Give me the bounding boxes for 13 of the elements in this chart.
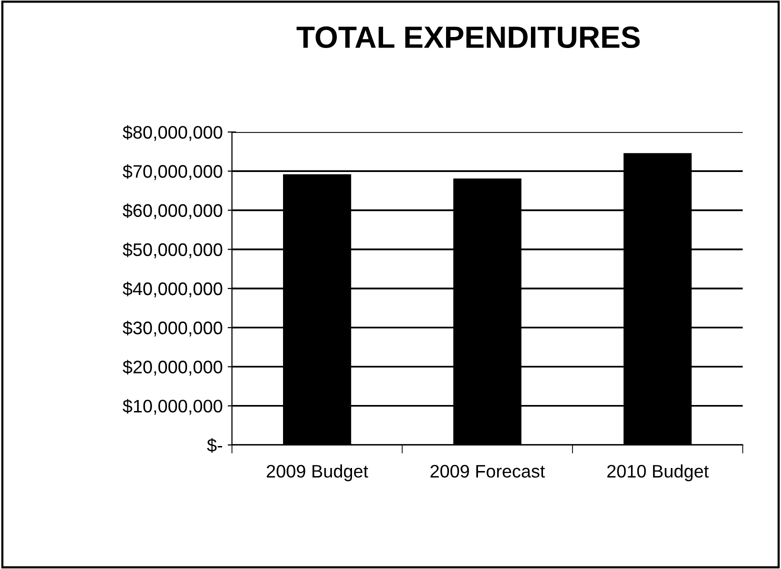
y-tick-label: $80,000,000 (122, 125, 222, 141)
y-tick-label: $70,000,000 (122, 164, 222, 180)
x-tick-label: 2010 Budget (607, 464, 709, 482)
y-tick-label: $20,000,000 (122, 360, 222, 376)
y-tick-label: $30,000,000 (122, 320, 222, 336)
y-tick-label: $10,000,000 (122, 399, 222, 415)
y-tick-label: $40,000,000 (122, 282, 222, 298)
x-tick-label: 2009 Forecast (430, 464, 545, 478)
y-tick-label: $60,000,000 (122, 203, 222, 220)
y-tick-label: $- (207, 438, 222, 453)
chart-title: TOTAL EXPENDITURES (296, 26, 640, 48)
x-tick-label: 2009 Budget (266, 464, 368, 482)
y-tick-label: $50,000,000 (122, 242, 222, 258)
